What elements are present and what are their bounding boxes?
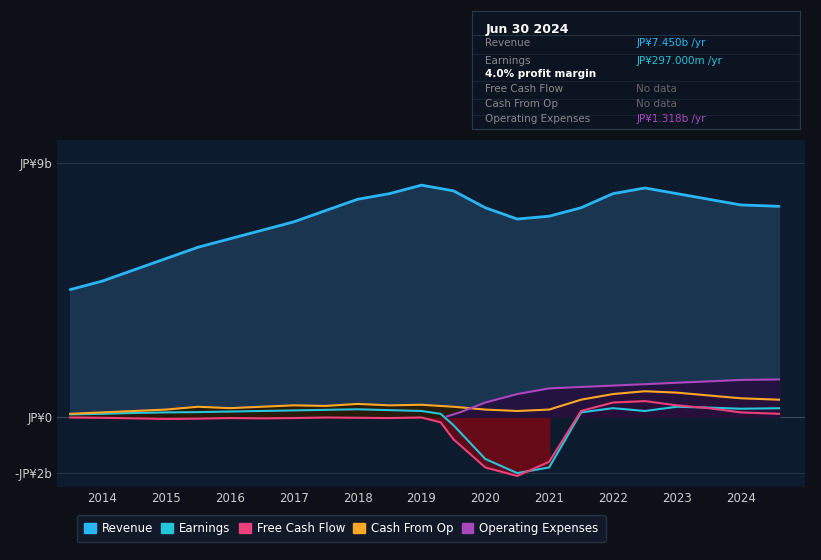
Text: 4.0% profit margin: 4.0% profit margin: [485, 68, 596, 78]
Text: JP¥7.450b /yr: JP¥7.450b /yr: [636, 38, 706, 48]
Text: Cash From Op: Cash From Op: [485, 99, 558, 109]
Text: No data: No data: [636, 99, 677, 109]
Text: Earnings: Earnings: [485, 55, 530, 66]
Text: JP¥1.318b /yr: JP¥1.318b /yr: [636, 114, 706, 124]
Text: Operating Expenses: Operating Expenses: [485, 114, 590, 124]
Text: Free Cash Flow: Free Cash Flow: [485, 84, 563, 94]
Text: Revenue: Revenue: [485, 38, 530, 48]
Text: No data: No data: [636, 84, 677, 94]
Text: JP¥297.000m /yr: JP¥297.000m /yr: [636, 55, 722, 66]
Legend: Revenue, Earnings, Free Cash Flow, Cash From Op, Operating Expenses: Revenue, Earnings, Free Cash Flow, Cash …: [77, 515, 606, 542]
Text: Jun 30 2024: Jun 30 2024: [485, 23, 569, 36]
